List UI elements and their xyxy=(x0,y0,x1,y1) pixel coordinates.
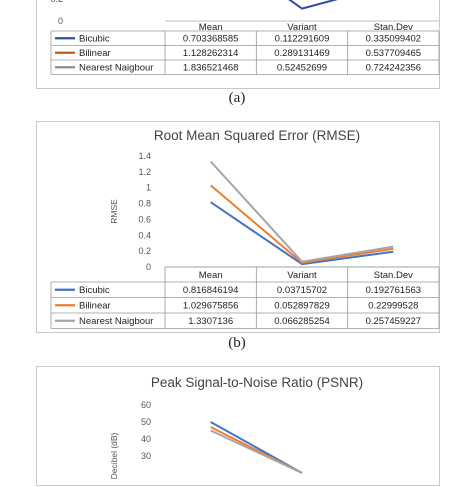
legend-entry: Bilinear xyxy=(79,48,111,59)
table-header-cell: Mean xyxy=(199,270,223,281)
table-cell: 0.052897829 xyxy=(274,301,329,312)
series-group-b xyxy=(209,160,394,266)
y-tick-label: 0.6 xyxy=(138,214,151,224)
y-tick-label: 0 xyxy=(58,16,63,26)
chart-panel-c: Peak Signal-to-Noise Ratio (PSNR) Decibel… xyxy=(36,366,440,486)
series-line-bilinear xyxy=(210,184,394,264)
y-tick-label: 0.4 xyxy=(138,230,151,240)
y-tick-label: 0.8 xyxy=(138,199,151,209)
table-cell: 0.289131469 xyxy=(274,48,329,59)
series-line-bicubic xyxy=(210,201,394,266)
series-line-series-2 xyxy=(210,429,303,474)
chart-title-c: Peak Signal-to-Noise Ratio (PSNR) xyxy=(151,375,363,390)
y-tick-label: 0.2 xyxy=(138,246,151,256)
series-line-nearest-naigbour xyxy=(209,160,394,263)
table-cell: 1.128262314 xyxy=(183,48,238,59)
table-cell: 1.029675856 xyxy=(183,301,238,312)
table-header-cell: Stan.Dev xyxy=(374,22,413,33)
legend-entry: Nearest Naigbour xyxy=(79,63,153,74)
y-tick-label: 60 xyxy=(141,400,151,410)
table-cell: 0.192761563 xyxy=(366,285,421,296)
y-tick-label: 0.2 xyxy=(50,0,63,4)
chart-svg-b: Root Mean Squared Error (RMSE) RMSE 0 0.2 0.… xyxy=(50,128,440,329)
table-cell: 1.3307136 xyxy=(188,316,233,327)
data-table-a: Mean Variant Stan.Dev Bicubic 0.703368585 0.1… xyxy=(50,22,440,75)
legend-entry: Bilinear xyxy=(79,301,111,312)
chart-svg-a: 0 0.2 Mean Variant Stan.Dev Bicubic 0.70336858… xyxy=(50,0,440,75)
table-cell: 0.724242356 xyxy=(366,63,421,74)
legend-entry: Bicubic xyxy=(79,34,110,45)
y-axis-label-b: RMSE xyxy=(109,199,119,224)
table-cell: 0.066285254 xyxy=(274,316,329,327)
chart-svg-c: Peak Signal-to-Noise Ratio (PSNR) Decibel… xyxy=(109,375,363,479)
y-tick-label: 50 xyxy=(141,417,151,427)
table-header-cell: Variant xyxy=(287,270,317,281)
series-group-a xyxy=(288,0,338,10)
y-tick-label: 30 xyxy=(141,451,151,461)
table-cell: 0.22999528 xyxy=(368,301,418,312)
legend-entry: Nearest Naigbour xyxy=(79,316,153,327)
table-cell: 1.836521468 xyxy=(183,63,238,74)
table-cell: 0.03715702 xyxy=(277,285,327,296)
y-tick-label: 1 xyxy=(146,183,151,193)
table-cell: 0.112291609 xyxy=(275,34,330,45)
table-cell: 0.52452699 xyxy=(277,63,327,74)
table-header-cell: Mean xyxy=(199,22,223,33)
table-cell: 0.257459227 xyxy=(366,316,421,327)
y-tick-label: 40 xyxy=(141,434,151,444)
table-cell: 0.537709465 xyxy=(366,48,421,59)
table-header-cell: Variant xyxy=(287,22,317,33)
chart-title-b: Root Mean Squared Error (RMSE) xyxy=(154,128,360,143)
table-cell: 0.335099402 xyxy=(366,34,421,45)
data-table-b: Mean Variant Stan.Dev Bicubic 0.816846194 0.0… xyxy=(50,266,440,329)
caption-a: (a) xyxy=(228,90,246,106)
chart-panel-b: Root Mean Squared Error (RMSE) RMSE 0 0.2 0.… xyxy=(36,121,440,333)
table-cell: 0.816846194 xyxy=(183,285,238,296)
caption-b: (b) xyxy=(228,335,246,351)
table-cell: 0.703368585 xyxy=(183,34,238,45)
series-group-c xyxy=(210,421,303,474)
series-line-bicubic xyxy=(288,0,338,10)
y-axis-label-c: Decibel (dB) xyxy=(109,432,119,479)
y-tick-label: 0 xyxy=(146,262,151,272)
table-header-cell: Stan.Dev xyxy=(374,270,413,281)
y-tick-label: 1.4 xyxy=(138,151,151,161)
y-tick-label: 1.2 xyxy=(138,167,151,177)
chart-panel-a: 0 0.2 Mean Variant Stan.Dev Bicubic 0.70336858… xyxy=(36,0,440,89)
legend-entry: Bicubic xyxy=(79,285,110,296)
